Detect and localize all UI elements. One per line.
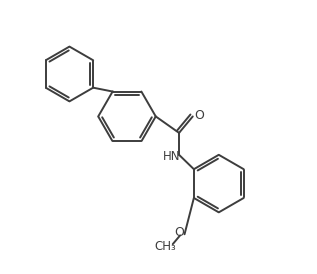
Text: CH₃: CH₃ <box>154 239 176 253</box>
Text: O: O <box>175 226 184 239</box>
Text: HN: HN <box>163 150 180 163</box>
Text: O: O <box>194 109 204 122</box>
